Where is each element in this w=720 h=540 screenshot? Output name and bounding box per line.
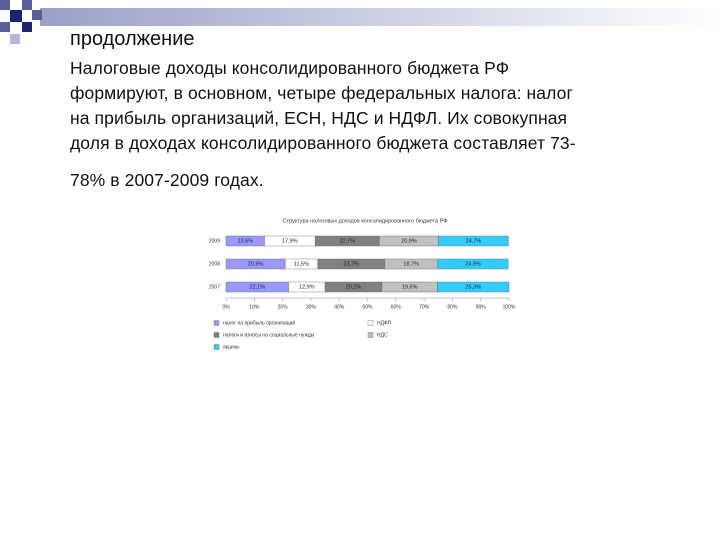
slide-title: продолжение [70,28,195,50]
legend-swatch [213,332,220,338]
body-line: на прибыль организаций, ЕСН, НДС и НДФЛ.… [70,108,568,128]
value-label: 22,7% [339,238,355,244]
x-tick-label: 70% [419,304,430,310]
legend-label: акцизы [223,344,240,350]
value-label: 19,6% [402,284,418,290]
x-tick-label: 40% [334,304,345,310]
x-tick-label: 80% [447,304,458,310]
body-line: 78% в 2007-2009 годах. [70,170,264,190]
legend-swatch [213,344,220,350]
value-label: 11,5% [294,261,309,267]
legend-swatch [213,320,220,326]
value-label: 20,9% [401,238,417,244]
x-tick-label: 10% [249,304,260,310]
x-tick-label: 30% [306,304,317,310]
legend-label: налоги и взносы на социальные нужды [223,332,315,338]
legend-label: НДФЛ [377,320,391,326]
legend-label: НДС [377,332,388,338]
bar-segment [437,281,510,293]
value-label: 18,7% [403,261,419,267]
value-label: 20,1% [346,284,362,290]
value-label: 24,7% [466,238,482,244]
bar-segment [437,258,509,270]
body-line: доля в доходах консолидированного бюджет… [70,133,576,153]
bar-segment [438,235,509,247]
x-tick-label: 90% [476,304,487,310]
legend-label: налог на прибыль организаций [223,319,295,326]
corner-squares [0,0,42,44]
value-label: 17,9% [282,238,298,244]
header-bar [40,8,720,26]
chart: Структура налоговых доходов консолидиров… [209,218,516,350]
legend-swatch [367,332,374,338]
value-label: 20,9% [248,261,264,267]
body-line: Налоговые доходы консолидированного бюдж… [70,58,510,78]
y-tick-label: 2009 [209,238,220,244]
y-tick-label: 2007 [209,284,220,290]
x-tick-label: 50% [362,304,373,310]
x-tick-label: 60% [391,304,402,310]
value-label: 24,9% [465,261,481,267]
value-label: 12,9% [299,284,315,290]
x-tick-label: 100% [503,304,516,310]
chart-title: Структура налоговых доходов консолидиров… [283,218,448,224]
x-tick-label: 20% [278,304,289,310]
x-tick-label: 0% [222,304,230,310]
value-label: 25,3% [465,284,481,290]
legend-swatch [367,320,374,326]
value-label: 22,1% [249,284,265,290]
value-label: 23,7% [343,261,359,267]
y-tick-label: 2008 [209,261,220,267]
body-line: формируют, в основном, четыре федеральны… [70,83,573,103]
value-label: 13,6% [237,238,253,244]
